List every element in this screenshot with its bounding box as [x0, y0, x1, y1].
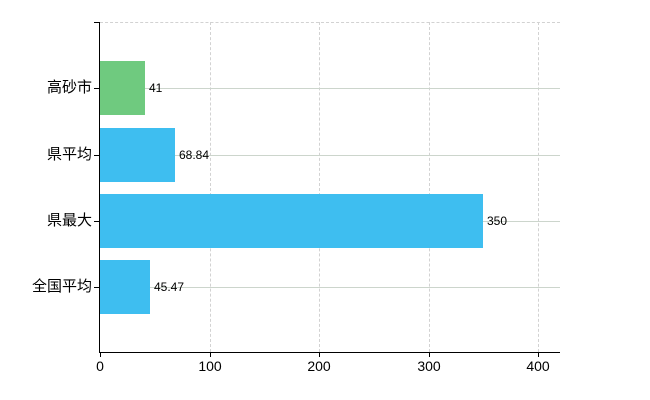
vertical-gridline [429, 22, 430, 352]
x-tick-label: 100 [198, 358, 222, 374]
bar-value-label: 41 [149, 81, 163, 95]
category-label: 県最大 [46, 212, 92, 229]
y-axis-tick [94, 88, 99, 89]
bar-value-label: 68.84 [179, 148, 210, 162]
horizontal-gridline [100, 287, 560, 288]
y-axis-tick [94, 287, 99, 288]
x-axis-tick [100, 352, 101, 357]
x-axis-tick [538, 352, 539, 357]
bar-value-label: 350 [487, 214, 508, 228]
y-axis [99, 22, 100, 352]
category-label: 県平均 [46, 146, 92, 163]
bar [100, 61, 145, 115]
x-axis [99, 352, 560, 353]
category-label: 全国平均 [31, 278, 92, 295]
x-tick-label: 0 [96, 358, 104, 374]
bar [100, 128, 175, 182]
x-tick-label: 400 [526, 358, 550, 374]
x-tick-label: 200 [307, 358, 331, 374]
bar-value-label: 45.47 [154, 280, 185, 294]
x-axis-tick [319, 352, 320, 357]
bar [100, 194, 483, 248]
category-label: 高砂市 [46, 79, 92, 96]
y-axis-tick [94, 155, 99, 156]
x-axis-tick [210, 352, 211, 357]
y-axis-tick [94, 22, 99, 23]
y-axis-tick [94, 221, 99, 222]
vertical-gridline [538, 22, 539, 352]
plot-top-border [100, 22, 560, 23]
horizontal-gridline [100, 88, 560, 89]
horizontal-gridline [100, 155, 560, 156]
vertical-gridline [319, 22, 320, 352]
bar [100, 260, 150, 314]
x-tick-label: 300 [417, 358, 441, 374]
vertical-gridline [210, 22, 211, 352]
x-axis-tick [429, 352, 430, 357]
